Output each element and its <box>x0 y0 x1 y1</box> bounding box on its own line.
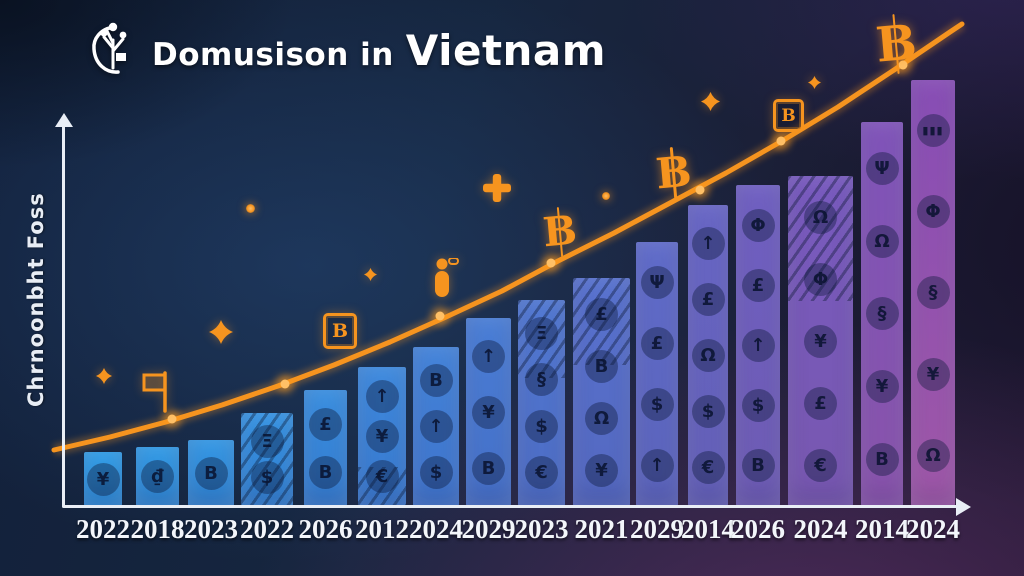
x-axis-tick-label: 2024 <box>409 514 463 544</box>
bar-emblem-icon: B <box>194 456 228 490</box>
x-axis-tick-label: 2022 <box>240 514 294 544</box>
bar-emblem-icon: $ <box>419 456 453 490</box>
x-axis-tick-label: 2022 <box>76 514 130 544</box>
bar-emblem-icon: ↑ <box>640 449 674 482</box>
title-strong: Vietnam <box>405 25 607 75</box>
x-axis-arrow-icon <box>956 498 971 516</box>
bar-emblem-icon: ¥ <box>86 462 120 496</box>
x-axis-tick-label: 2029 <box>461 514 516 544</box>
x-axis-tick-label: 2026 <box>731 514 785 544</box>
bar-emblem-icon: ¥ <box>585 453 618 487</box>
hatch-pattern <box>358 467 406 506</box>
x-axis-line <box>62 505 960 508</box>
bar-emblem-icon: $ <box>250 461 284 495</box>
bar-emblem-icon: € <box>691 451 725 485</box>
x-axis-tick-label: 2014 <box>681 514 735 544</box>
x-axis-tick-label: 2021 <box>574 514 629 544</box>
bar-emblem-icon: B <box>741 449 775 483</box>
x-axis-tick-label: 2023 <box>184 514 238 544</box>
bar-emblem-icon: ₫ <box>141 460 174 493</box>
x-axis-tick-label: 2014 <box>855 514 909 544</box>
bar: ¥ <box>84 452 122 506</box>
header: Domusison in Vietnam <box>86 18 606 82</box>
bar-emblem-icon: B <box>472 451 505 485</box>
x-axis-tick-label: 2024 <box>906 514 960 544</box>
bar: ₫ <box>136 447 179 506</box>
page-title: Domusison in Vietnam <box>152 26 606 75</box>
bar-emblem-icon: € <box>804 448 837 482</box>
logo-tree-emblem-icon <box>86 18 142 82</box>
x-axis-tick-label: 2012 <box>355 514 409 544</box>
x-axis-tick-label: 2023 <box>514 514 569 544</box>
bar-emblem-icon: B <box>309 455 342 489</box>
x-axis-tick-label: 2024 <box>793 514 848 544</box>
bar-emblem-icon: € <box>525 456 558 490</box>
title-regular: Domusison in <box>152 36 394 73</box>
x-axis-tick-label: 2018 <box>130 514 185 544</box>
x-axis-tick-label: 2029 <box>630 514 684 544</box>
x-axis-tick-label: 2026 <box>298 514 353 544</box>
bar-emblem-icon: € <box>365 459 399 493</box>
